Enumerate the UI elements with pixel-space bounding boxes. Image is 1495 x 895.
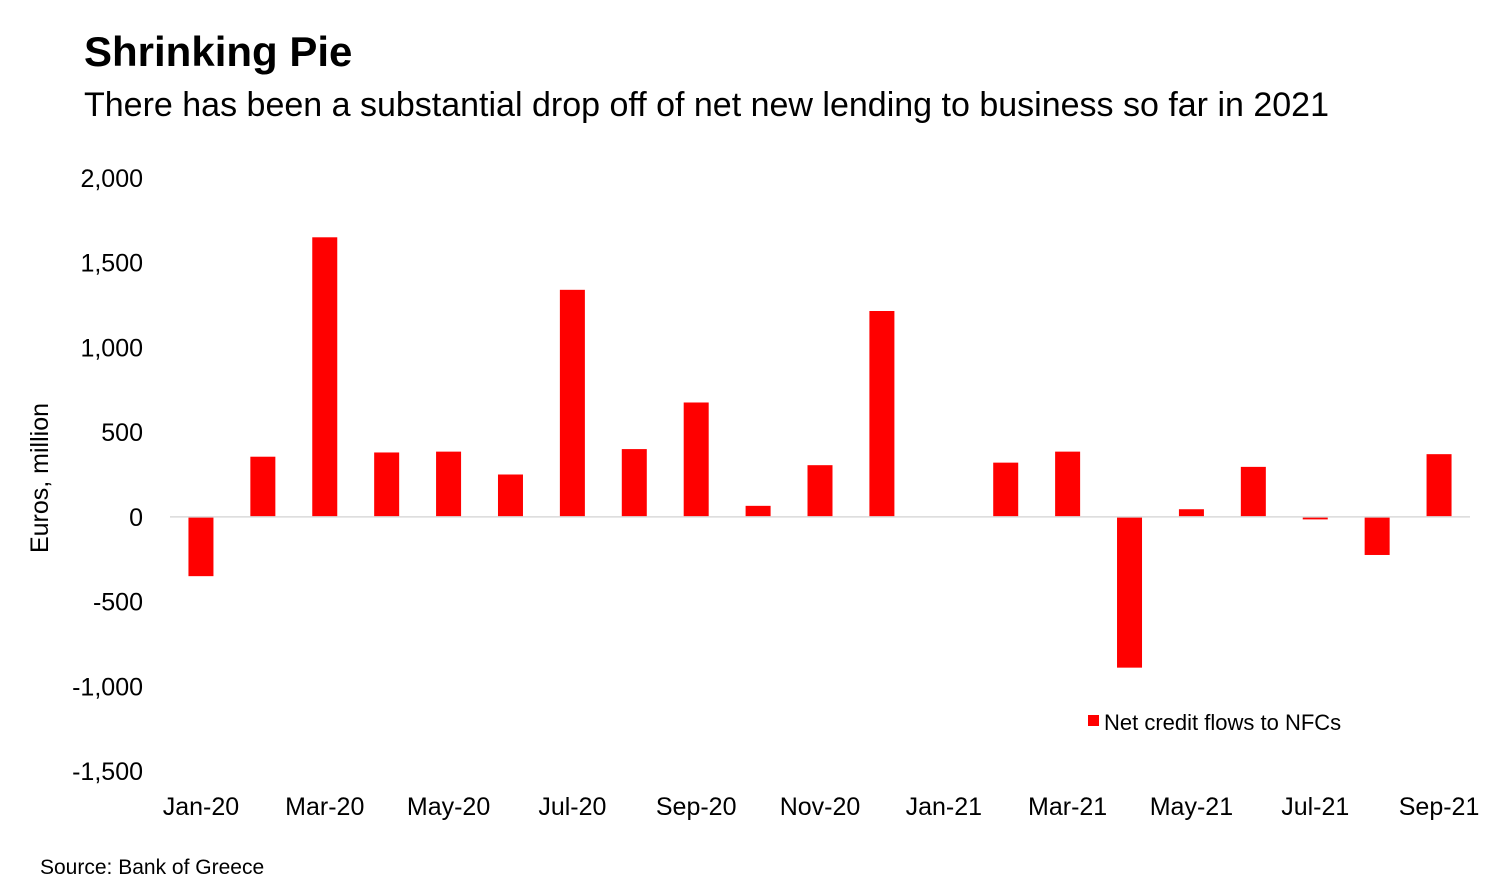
bar-sep-21 xyxy=(1426,454,1452,517)
y-tick-label: -1,500 xyxy=(72,758,143,786)
x-tick-label: Mar-20 xyxy=(285,793,364,821)
bar-sep-20 xyxy=(683,402,709,517)
bar-may-20 xyxy=(436,451,462,517)
x-axis-ticks: Jan-20 Mar-20 May-20 Jul-20 Sep-20 Nov-20 Jan-… xyxy=(163,793,1480,821)
bar-jul-21 xyxy=(1302,516,1328,520)
chart-subtitle: There has been a substantial drop off of… xyxy=(84,86,1329,124)
y-tick-label: 1,000 xyxy=(80,334,143,362)
y-axis-label: Euros, million xyxy=(26,403,54,553)
bar-mar-20 xyxy=(312,237,338,517)
bar-feb-20 xyxy=(250,456,276,517)
x-tick-label: May-20 xyxy=(407,793,490,821)
chart-title: Shrinking Pie xyxy=(84,28,353,75)
x-tick-label: Jul-21 xyxy=(1281,793,1349,821)
x-tick-label: Jan-21 xyxy=(906,793,982,821)
x-tick-label: May-21 xyxy=(1150,793,1233,821)
bar-series xyxy=(188,237,1452,668)
y-tick-label: 0 xyxy=(129,504,143,532)
bar-jun-20 xyxy=(497,474,523,517)
bar-jun-21 xyxy=(1240,466,1266,517)
bar-apr-21 xyxy=(1117,516,1143,668)
bar-apr-20 xyxy=(374,452,400,517)
bar-nov-20 xyxy=(807,465,833,517)
x-tick-label: Sep-21 xyxy=(1399,793,1480,821)
bar-feb-21 xyxy=(993,462,1019,517)
bar-mar-21 xyxy=(1055,451,1081,517)
bar-dec-20 xyxy=(869,311,895,517)
bar-may-21 xyxy=(1178,509,1204,517)
legend: Net credit flows to NFCs xyxy=(1088,710,1341,735)
x-tick-label: Nov-20 xyxy=(780,793,861,821)
y-tick-label: -500 xyxy=(93,589,143,617)
y-tick-label: 500 xyxy=(101,419,143,447)
x-tick-label: Jul-20 xyxy=(538,793,606,821)
bar-jan-20 xyxy=(188,516,214,577)
x-tick-label: Mar-21 xyxy=(1028,793,1107,821)
bar-oct-20 xyxy=(745,505,771,517)
legend-swatch xyxy=(1088,715,1099,726)
bar-aug-20 xyxy=(621,449,647,517)
y-tick-label: 2,000 xyxy=(80,165,143,193)
y-axis-ticks: 2,000 1,500 1,000 500 0 -500 -1,000 -1,500 xyxy=(72,165,143,786)
x-tick-label: Sep-20 xyxy=(656,793,737,821)
bar-jul-20 xyxy=(559,289,585,517)
x-tick-label: Jan-20 xyxy=(163,793,239,821)
legend-label: Net credit flows to NFCs xyxy=(1104,710,1341,735)
source-note: Source: Bank of Greece xyxy=(40,856,265,879)
y-tick-label: 1,500 xyxy=(80,250,143,278)
y-tick-label: -1,000 xyxy=(72,673,143,701)
bar-aug-21 xyxy=(1364,516,1390,555)
